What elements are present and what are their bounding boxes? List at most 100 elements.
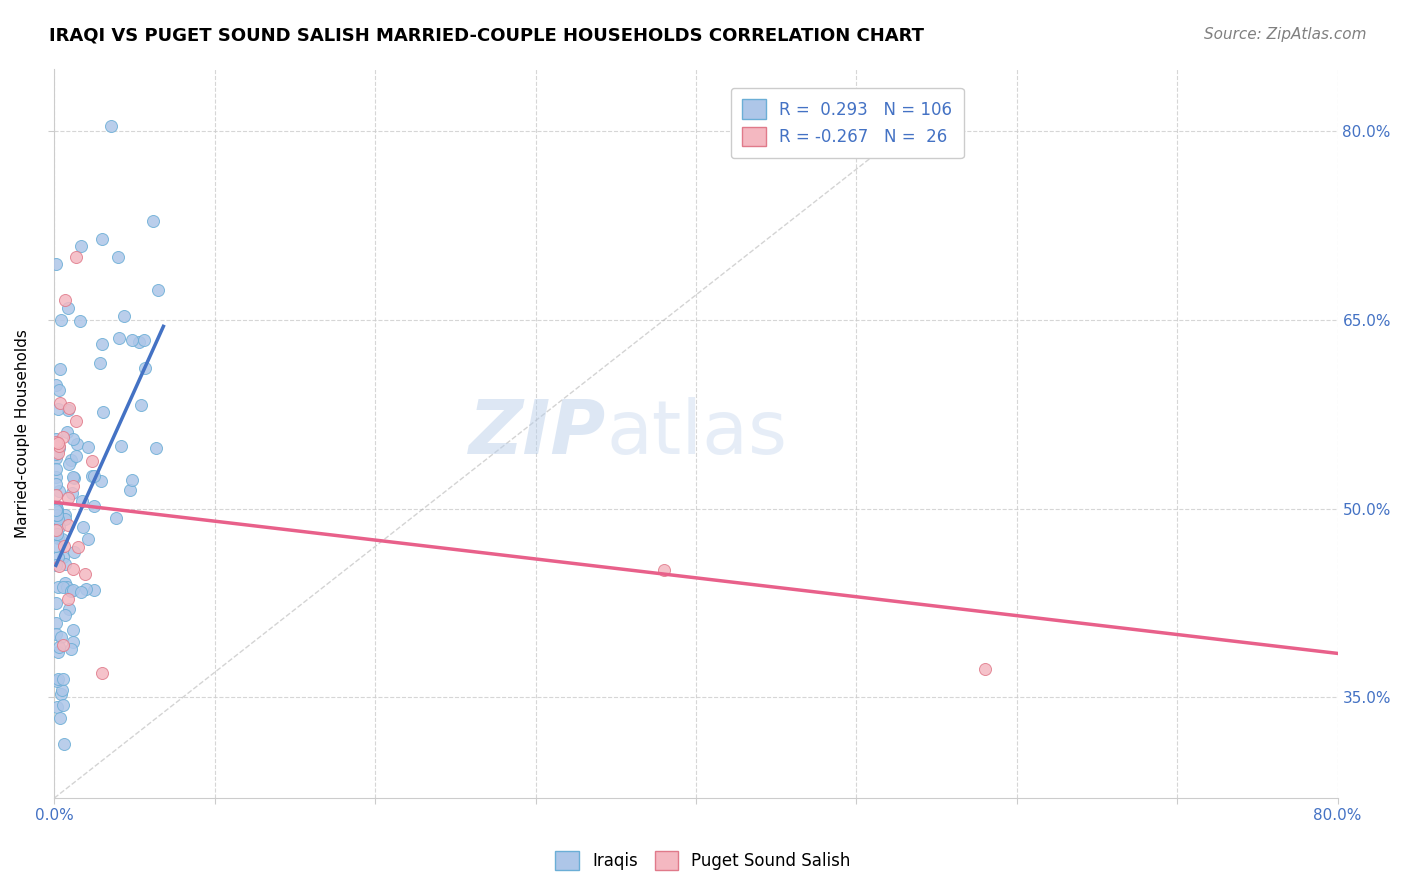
Point xyxy=(63,544,86,558)
Point xyxy=(52,672,75,686)
Text: IRAQI VS PUGET SOUND SALISH MARRIED-COUPLE HOUSEHOLDS CORRELATION CHART: IRAQI VS PUGET SOUND SALISH MARRIED-COUP… xyxy=(49,27,924,45)
Point xyxy=(56,491,79,506)
Point xyxy=(69,314,91,328)
Point xyxy=(53,512,76,526)
Point xyxy=(91,336,114,351)
Point xyxy=(45,510,67,524)
Point xyxy=(45,527,67,541)
Point xyxy=(51,532,73,546)
Point xyxy=(91,405,114,419)
Point xyxy=(53,576,76,591)
Point xyxy=(65,250,87,264)
Point xyxy=(146,283,169,297)
Text: ZIP: ZIP xyxy=(468,397,606,470)
Point xyxy=(49,312,72,326)
Point xyxy=(46,550,69,565)
Point xyxy=(63,471,86,485)
Point xyxy=(66,540,89,554)
Point xyxy=(76,440,98,454)
Point xyxy=(134,361,156,376)
Point xyxy=(51,683,73,698)
Point xyxy=(62,624,84,638)
Point xyxy=(60,453,83,467)
Point xyxy=(48,442,70,456)
Point xyxy=(48,531,70,545)
Point xyxy=(58,602,80,616)
Point xyxy=(100,120,122,134)
Point xyxy=(72,520,94,534)
Point xyxy=(48,520,70,534)
Point xyxy=(59,641,82,656)
Text: Source: ZipAtlas.com: Source: ZipAtlas.com xyxy=(1204,27,1367,42)
Point xyxy=(59,583,82,598)
Point xyxy=(45,377,67,392)
Point xyxy=(75,567,97,582)
Point xyxy=(49,711,72,725)
Legend: R =  0.293   N = 106, R = -0.267   N =  26: R = 0.293 N = 106, R = -0.267 N = 26 xyxy=(731,87,963,158)
Point xyxy=(62,433,84,447)
Point xyxy=(45,432,67,446)
Point xyxy=(89,356,111,370)
Point xyxy=(80,454,103,468)
Point xyxy=(83,469,105,483)
Point xyxy=(56,517,79,532)
Point xyxy=(53,293,76,307)
Point xyxy=(45,470,67,484)
Point xyxy=(62,562,84,576)
Point xyxy=(45,444,67,458)
Point xyxy=(45,558,67,573)
Point xyxy=(53,737,76,751)
Point xyxy=(45,477,67,491)
Point xyxy=(49,630,72,644)
Point xyxy=(45,435,67,450)
Point xyxy=(75,582,97,596)
Point xyxy=(55,580,77,594)
Legend: Iraqis, Puget Sound Salish: Iraqis, Puget Sound Salish xyxy=(548,844,858,877)
Point xyxy=(142,214,165,228)
Point xyxy=(45,488,67,502)
Point xyxy=(45,540,67,554)
Point xyxy=(53,508,76,523)
Point xyxy=(45,615,67,630)
Point xyxy=(46,645,69,659)
Point xyxy=(112,309,135,323)
Point xyxy=(56,402,79,417)
Point xyxy=(91,665,114,680)
Point xyxy=(46,436,69,450)
Point xyxy=(48,483,70,498)
Point xyxy=(45,508,67,523)
Text: atlas: atlas xyxy=(606,397,787,470)
Point xyxy=(48,640,70,654)
Point xyxy=(145,442,167,456)
Point xyxy=(48,402,70,417)
Point xyxy=(107,250,129,264)
Point xyxy=(120,483,142,498)
Point xyxy=(45,256,67,270)
Point xyxy=(48,383,70,397)
Point xyxy=(46,445,69,459)
Point xyxy=(51,639,73,653)
Point xyxy=(48,559,70,574)
Point xyxy=(46,673,69,687)
Point xyxy=(58,457,80,471)
Point xyxy=(104,511,127,525)
Point xyxy=(45,506,67,520)
Point xyxy=(52,549,75,564)
Point xyxy=(45,596,67,610)
Point xyxy=(83,582,105,597)
Point xyxy=(128,334,150,349)
Point xyxy=(973,662,995,676)
Point xyxy=(46,700,69,714)
Point xyxy=(65,450,87,464)
Point xyxy=(108,331,131,345)
Point xyxy=(90,232,112,246)
Point xyxy=(56,591,79,606)
Point xyxy=(121,473,143,487)
Point xyxy=(65,414,87,428)
Point xyxy=(45,505,67,519)
Point xyxy=(45,501,67,516)
Point xyxy=(77,532,100,546)
Point xyxy=(45,524,67,538)
Point xyxy=(45,451,67,466)
Point xyxy=(62,635,84,649)
